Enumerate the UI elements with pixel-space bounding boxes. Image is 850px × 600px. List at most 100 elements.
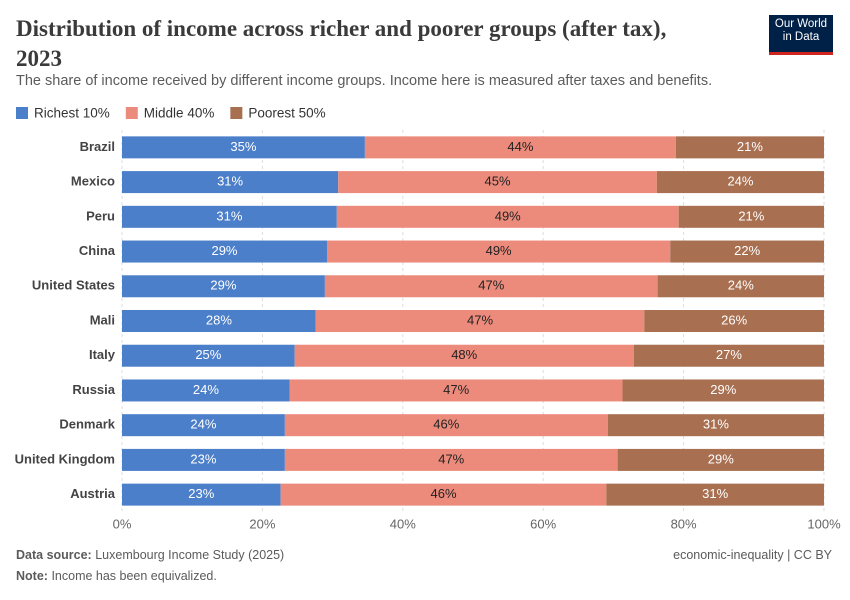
source: Data source: Luxembourg Income Study (20…: [16, 548, 284, 562]
bar-segment: [336, 205, 679, 228]
bar-segment: [122, 379, 290, 402]
bar-segment: [122, 414, 285, 437]
bar-segment: [122, 310, 316, 332]
y-tick-label: China: [79, 243, 116, 258]
y-tick-label: Mexico: [71, 174, 115, 189]
x-tick-label: 0%: [113, 516, 132, 531]
chart-title: Distribution of income across richer and…: [16, 16, 667, 71]
value-label: 47%: [478, 278, 504, 293]
bar-segment: [289, 379, 623, 402]
value-label: 31%: [217, 174, 243, 189]
x-tick-label: 40%: [390, 516, 416, 531]
y-tick-label: United States: [32, 278, 115, 293]
license[interactable]: economic-inequality | CC BY: [673, 548, 832, 562]
chart-subtitle: The share of income received by differen…: [16, 73, 713, 89]
value-label: 23%: [188, 486, 214, 501]
bar-segment: [122, 205, 337, 228]
value-label: 23%: [190, 451, 216, 466]
value-label: 46%: [431, 486, 457, 501]
y-tick-label: Peru: [86, 208, 115, 223]
value-label: 27%: [716, 347, 742, 362]
y-tick-label: Mali: [90, 312, 115, 327]
bar-segment: [617, 448, 824, 471]
legend-swatch: [125, 107, 138, 119]
x-tick-label: 80%: [671, 516, 697, 531]
value-label: 26%: [721, 312, 747, 327]
bar-segment: [315, 310, 645, 332]
value-label: 47%: [467, 312, 493, 327]
bar-segment: [280, 483, 607, 506]
legend-label: Richest 10%: [34, 106, 110, 121]
x-tick-label: 100%: [807, 516, 841, 531]
bar-segment: [284, 448, 618, 471]
value-label: 35%: [230, 139, 256, 154]
bar-segment: [622, 379, 824, 402]
value-label: 47%: [443, 382, 469, 397]
value-label: 21%: [738, 208, 764, 223]
value-label: 49%: [486, 243, 512, 258]
bar-segment: [607, 414, 824, 437]
note-text: Income has been equivalized.: [51, 569, 217, 583]
y-tick-label: Brazil: [80, 139, 115, 154]
bar-segment: [122, 136, 365, 159]
bar-segment: [644, 310, 824, 332]
source-text: Luxembourg Income Study (2025): [95, 548, 285, 562]
bar-segment: [678, 205, 824, 228]
bar-segment: [122, 448, 285, 471]
bar-segment: [364, 136, 676, 159]
value-label: 47%: [438, 451, 464, 466]
value-label: 48%: [451, 347, 477, 362]
x-tick-label: 20%: [249, 516, 275, 531]
value-label: 24%: [190, 417, 216, 432]
legend-label: Poorest 50%: [248, 106, 325, 121]
value-label: 29%: [210, 278, 236, 293]
bar-segment: [657, 275, 824, 298]
y-tick-label: Austria: [70, 486, 116, 501]
logo[interactable]: Our World in Data: [769, 15, 833, 55]
value-label: 31%: [703, 417, 729, 432]
value-label: 44%: [507, 139, 533, 154]
y-tick-label: United Kingdom: [15, 451, 115, 466]
bar-segment: [284, 414, 608, 437]
value-label: 31%: [702, 486, 728, 501]
y-tick-label: Denmark: [59, 417, 115, 432]
bar-segment: [675, 136, 824, 159]
legend-swatch: [230, 107, 243, 119]
legend-label: Middle 40%: [144, 106, 215, 121]
value-label: 22%: [734, 243, 760, 258]
value-label: 46%: [433, 417, 459, 432]
bar-segment: [670, 240, 824, 263]
value-label: 29%: [710, 382, 736, 397]
bar-segment: [122, 240, 327, 263]
note: Note: Income has been equivalized.: [16, 569, 217, 583]
bar-segment: [122, 275, 325, 298]
y-tick-label: Russia: [72, 382, 115, 397]
bar-segment: [656, 171, 824, 194]
bar-segment: [633, 344, 824, 367]
value-label: 24%: [193, 382, 219, 397]
x-tick-label: 60%: [530, 516, 556, 531]
bar-segment: [122, 171, 339, 194]
source-label: Data source:: [16, 548, 92, 562]
value-label: 45%: [485, 174, 511, 189]
value-label: 25%: [195, 347, 221, 362]
bar-segment: [294, 344, 634, 367]
bar-segment: [338, 171, 657, 194]
y-tick-label: Italy: [89, 347, 116, 362]
value-label: 24%: [727, 174, 753, 189]
bar-segment: [606, 483, 824, 506]
value-label: 49%: [495, 208, 521, 223]
value-label: 31%: [216, 208, 242, 223]
value-label: 29%: [211, 243, 237, 258]
bar-segment: [122, 344, 295, 367]
bar-segment: [326, 240, 671, 263]
note-label: Note:: [16, 569, 48, 583]
bar-segment: [122, 483, 281, 506]
legend-swatch: [16, 107, 28, 119]
value-label: 28%: [206, 312, 232, 327]
bar-segment: [324, 275, 658, 298]
value-label: 29%: [708, 451, 734, 466]
value-label: 21%: [737, 139, 763, 154]
